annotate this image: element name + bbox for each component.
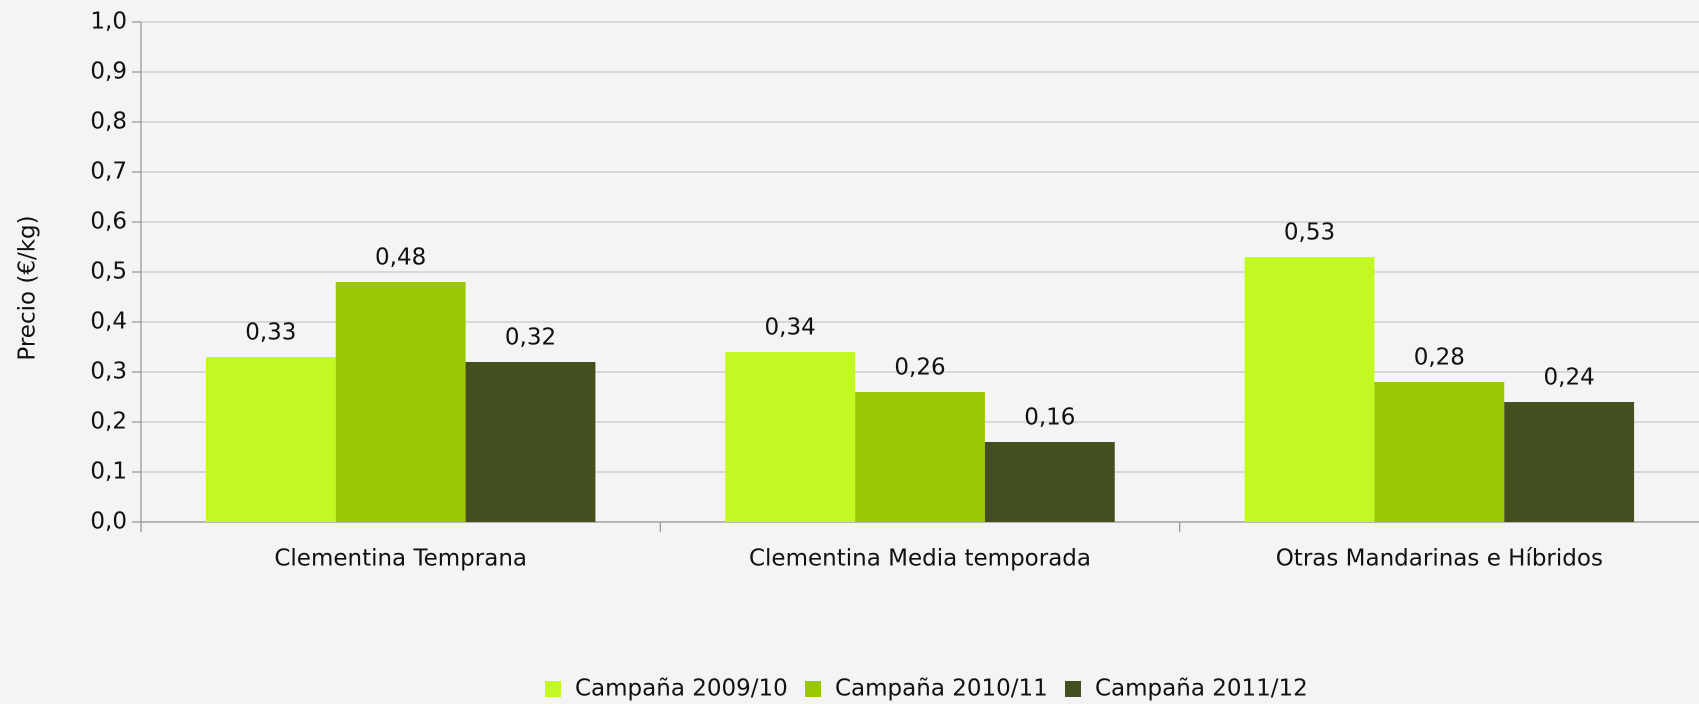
x-tick-label: Clementina Media temporada: [749, 546, 1091, 572]
y-tick-label: 0,7: [90, 159, 127, 185]
bar: [984, 442, 1115, 522]
legend-swatch: [1065, 681, 1081, 697]
y-tick-label: 0,3: [90, 359, 127, 385]
legend-label: Campaña 2009/10: [575, 676, 788, 702]
bar: [205, 357, 336, 522]
y-tick-label: 0,2: [90, 409, 127, 435]
data-label: 0,24: [1544, 365, 1595, 391]
legend-label: Campaña 2011/12: [1095, 676, 1308, 702]
data-label: 0,16: [1024, 405, 1075, 431]
x-tick-label: Otras Mandarinas e Híbridos: [1276, 546, 1603, 572]
y-axis-label: Precio (€/kg): [15, 215, 41, 360]
y-tick-label: 0,8: [90, 109, 127, 135]
y-tick-label: 0,4: [90, 309, 127, 335]
bar: [1374, 382, 1505, 522]
bar: [335, 282, 466, 522]
y-tick-label: 0,0: [90, 509, 127, 535]
bar: [1244, 257, 1375, 522]
legend-swatch: [545, 681, 561, 697]
data-label: 0,33: [245, 320, 296, 346]
data-label: 0,32: [505, 325, 556, 351]
bar: [855, 392, 985, 522]
data-label: 0,28: [1414, 345, 1465, 371]
data-label: 0,34: [765, 315, 816, 341]
y-tick-label: 0,6: [90, 209, 127, 235]
legend-swatch: [805, 681, 821, 697]
x-tick-label: Clementina Temprana: [274, 546, 527, 572]
data-label: 0,26: [894, 355, 945, 381]
y-tick-label: 1,0: [90, 9, 127, 35]
y-tick-label: 0,5: [90, 259, 127, 285]
data-label: 0,48: [375, 245, 426, 271]
legend-label: Campaña 2010/11: [835, 676, 1048, 702]
y-tick-label: 0,9: [90, 59, 127, 85]
bar: [725, 352, 856, 522]
bar: [1504, 402, 1635, 522]
y-tick-label: 0,1: [90, 459, 127, 485]
bar: [465, 362, 596, 522]
data-label: 0,53: [1284, 220, 1335, 246]
